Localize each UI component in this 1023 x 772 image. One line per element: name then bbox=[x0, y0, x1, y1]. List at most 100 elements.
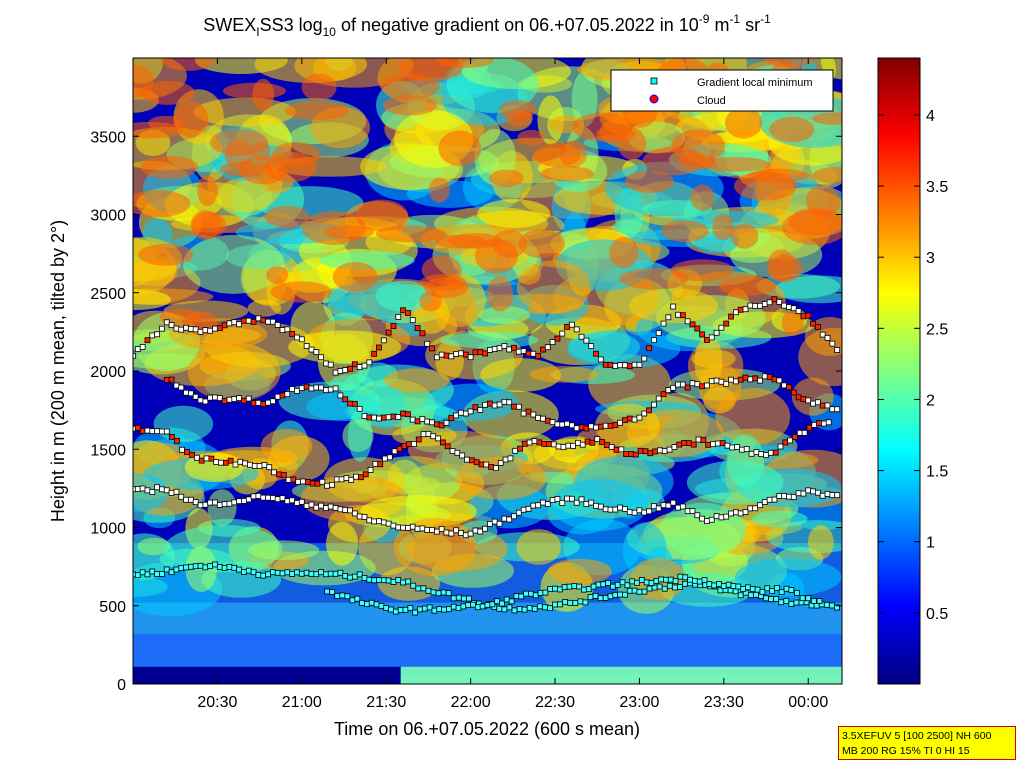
gradient-minimum-marker bbox=[237, 458, 244, 465]
gradient-minimum-marker bbox=[689, 508, 696, 515]
gradient-minimum-marker bbox=[189, 451, 195, 458]
gradient-minimum-marker bbox=[506, 604, 513, 611]
gradient-minimum-marker bbox=[324, 588, 331, 595]
gradient-minimum-marker bbox=[265, 494, 271, 501]
gradient-minimum-marker bbox=[705, 441, 712, 448]
gradient-minimum-marker bbox=[462, 532, 469, 539]
gradient-minimum-marker bbox=[592, 592, 599, 599]
gradient-minimum-marker bbox=[231, 499, 238, 506]
gradient-minimum-marker bbox=[660, 391, 667, 398]
gradient-minimum-marker bbox=[811, 421, 818, 428]
gradient-minimum-marker bbox=[753, 449, 760, 456]
gradient-minimum-marker bbox=[405, 310, 411, 316]
gradient-minimum-marker bbox=[732, 588, 739, 595]
gradient-minimum-marker bbox=[734, 444, 740, 450]
gradient-minimum-marker bbox=[458, 350, 464, 357]
gradient-minimum-marker bbox=[757, 502, 763, 509]
gradient-minimum-marker bbox=[460, 595, 467, 602]
gradient-minimum-marker bbox=[549, 419, 556, 426]
gradient-minimum-marker bbox=[289, 571, 296, 577]
gradient-minimum-marker bbox=[587, 594, 594, 601]
gradient-minimum-marker bbox=[168, 322, 175, 328]
gradient-minimum-marker bbox=[477, 407, 484, 413]
gradient-minimum-marker bbox=[646, 407, 652, 414]
gradient-minimum-marker bbox=[377, 461, 384, 468]
gradient-minimum-marker bbox=[537, 589, 544, 596]
legend-label-cloud: Cloud bbox=[697, 95, 726, 107]
gradient-minimum-marker bbox=[583, 501, 590, 507]
gradient-minimum-marker bbox=[173, 488, 180, 495]
gradient-minimum-marker bbox=[544, 417, 551, 424]
gradient-minimum-marker bbox=[361, 413, 368, 419]
gradient-minimum-marker bbox=[477, 528, 484, 535]
gradient-minimum-marker bbox=[541, 441, 548, 447]
gradient-minimum-marker bbox=[366, 359, 373, 366]
gradient-minimum-marker bbox=[612, 506, 619, 513]
gradient-minimum-marker bbox=[740, 586, 747, 592]
gradient-minimum-marker bbox=[464, 456, 470, 463]
colorbar-tick-label: 0.5 bbox=[926, 606, 948, 623]
gradient-minimum-marker bbox=[353, 473, 359, 480]
gradient-minimum-marker bbox=[496, 345, 503, 352]
gradient-minimum-marker bbox=[183, 564, 189, 571]
y-tick-label: 2500 bbox=[90, 286, 126, 303]
gradient-minimum-marker bbox=[771, 376, 778, 383]
gradient-minimum-marker bbox=[460, 603, 467, 610]
gradient-minimum-marker bbox=[443, 352, 450, 359]
gradient-minimum-marker bbox=[337, 368, 344, 374]
gradient-minimum-marker bbox=[250, 569, 257, 576]
gradient-minimum-marker bbox=[308, 501, 315, 508]
gradient-minimum-marker bbox=[588, 499, 595, 506]
gradient-minimum-marker bbox=[540, 346, 546, 353]
gradient-minimum-marker bbox=[676, 441, 683, 448]
colorbar-tick-label: 2.5 bbox=[926, 321, 948, 338]
gradient-minimum-marker bbox=[271, 469, 277, 476]
gradient-minimum-marker bbox=[139, 569, 146, 576]
gradient-minimum-marker bbox=[207, 563, 214, 569]
gradient-minimum-marker bbox=[525, 408, 532, 415]
gradient-minimum-marker bbox=[226, 320, 233, 327]
gradient-minimum-marker bbox=[473, 459, 480, 466]
gradient-minimum-marker bbox=[290, 476, 297, 483]
gradient-minimum-marker bbox=[168, 569, 175, 576]
gradient-minimum-marker bbox=[603, 442, 610, 448]
gradient-minimum-marker bbox=[313, 384, 320, 391]
gradient-minimum-marker bbox=[207, 327, 214, 334]
gradient-minimum-marker bbox=[745, 584, 751, 591]
gradient-minimum-marker bbox=[511, 513, 517, 520]
gradient-minimum-marker bbox=[805, 312, 812, 319]
gradient-minimum-marker bbox=[602, 506, 609, 513]
gradient-minimum-marker bbox=[646, 508, 652, 515]
gradient-minimum-marker bbox=[366, 517, 373, 524]
gradient-minimum-marker bbox=[144, 427, 151, 434]
gradient-minimum-marker bbox=[679, 381, 686, 388]
gradient-minimum-marker bbox=[347, 400, 353, 407]
gradient-minimum-marker bbox=[655, 395, 662, 402]
gradient-minimum-marker bbox=[828, 602, 835, 609]
gradient-minimum-marker bbox=[532, 592, 539, 599]
gradient-minimum-marker bbox=[440, 589, 447, 596]
gradient-minimum-marker bbox=[313, 571, 320, 578]
gradient-minimum-marker bbox=[824, 334, 831, 341]
gradient-minimum-marker bbox=[198, 457, 205, 464]
gradient-minimum-marker bbox=[511, 607, 518, 614]
gradient-minimum-marker bbox=[660, 502, 667, 508]
gradient-minimum-marker bbox=[758, 451, 765, 458]
gradient-minimum-marker bbox=[462, 351, 469, 358]
gradient-minimum-marker bbox=[144, 337, 151, 344]
gradient-minimum-marker bbox=[420, 431, 427, 438]
gradient-minimum-marker bbox=[714, 440, 721, 447]
gradient-minimum-marker bbox=[764, 585, 771, 592]
gradient-minimum-marker bbox=[525, 505, 532, 512]
gradient-minimum-marker bbox=[773, 585, 780, 591]
gradient-minimum-marker bbox=[569, 321, 575, 328]
gradient-minimum-marker bbox=[303, 569, 310, 576]
gradient-minimum-marker bbox=[829, 340, 836, 347]
gradient-minimum-marker bbox=[256, 463, 263, 469]
gradient-minimum-marker bbox=[782, 439, 789, 446]
gradient-minimum-marker bbox=[593, 502, 599, 509]
gradient-minimum-marker bbox=[424, 418, 431, 425]
y-tick-label: 0 bbox=[117, 677, 126, 694]
gradient-minimum-marker bbox=[677, 573, 684, 580]
gradient-minimum-marker bbox=[525, 350, 532, 357]
